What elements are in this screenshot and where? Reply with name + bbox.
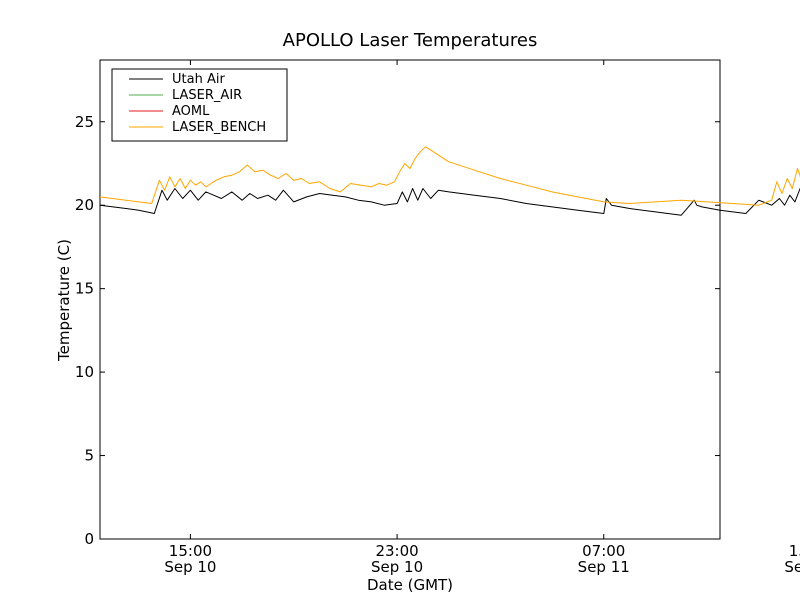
series-lines <box>99 146 800 216</box>
legend-box <box>111 68 288 142</box>
x-tick-label-time: 15:00 <box>169 542 212 560</box>
x-tick-label-date: Sep 10 <box>164 558 216 576</box>
y-tick-label: 20 <box>75 196 94 214</box>
legend-label: AOML <box>172 104 210 119</box>
y-axis-label: Temperature (C) <box>55 239 73 362</box>
y-tick-label: 15 <box>75 280 94 298</box>
series-line-utah-air <box>99 188 800 216</box>
x-axis-label: Date (GMT) <box>367 576 453 594</box>
x-tick-label-date: Sep 11 <box>784 558 800 576</box>
chart-title: APOLLO Laser Temperatures <box>283 30 538 51</box>
y-tick-label: 0 <box>84 530 94 548</box>
legend-label: LASER_AIR <box>172 88 242 103</box>
x-tick-label-date: Sep 10 <box>371 558 423 576</box>
y-tick-label: 5 <box>84 447 94 465</box>
series-line-laser-bench <box>99 146 800 206</box>
x-tick-label-time: 23:00 <box>375 542 418 560</box>
y-tick-label: 25 <box>75 113 94 131</box>
legend-label: LASER_BENCH <box>172 120 266 135</box>
x-tick-label-date: Sep 11 <box>578 558 630 576</box>
x-tick-label-time: 15:00 <box>789 542 800 560</box>
plot-frame <box>99 59 721 540</box>
x-tick-label-time: 07:00 <box>582 542 625 560</box>
legend-label: Utah Air <box>172 72 225 87</box>
y-tick-label: 10 <box>75 363 94 381</box>
y-axis-ticks: 0 5 10 15 20 25 <box>75 113 720 548</box>
